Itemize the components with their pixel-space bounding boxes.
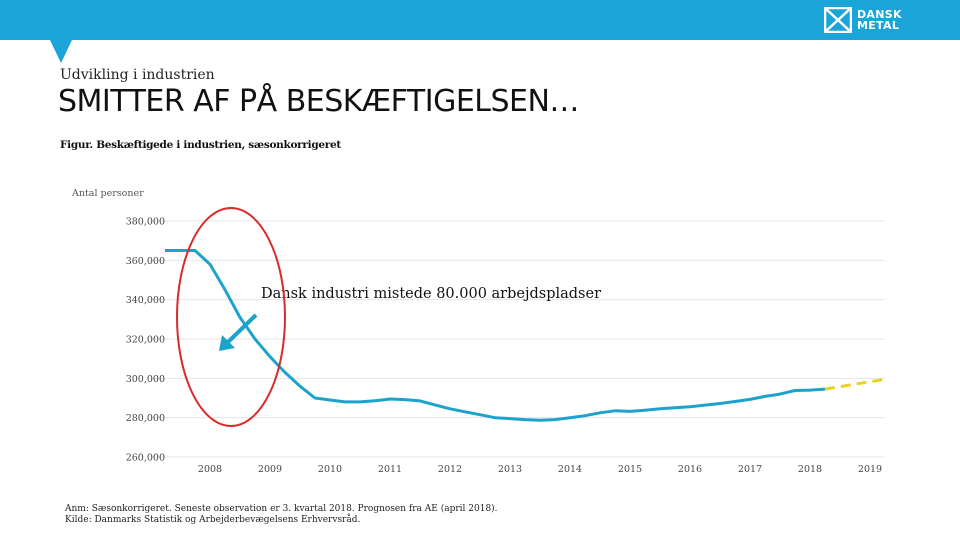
y-tick-label: 280,000 [126,413,165,424]
annotation-arrow-icon [225,313,258,345]
figure-caption: Figur. Beskæftigede i industrien, sæsonk… [60,139,341,151]
banner-pointer [50,40,72,63]
y-tick-label: 340,000 [126,295,165,306]
x-tick-label: 2014 [558,464,582,475]
logo-line-2: METAL [857,19,900,32]
y-axis-title: Antal personer [71,188,144,199]
annotation-arrowhead-icon [219,335,235,351]
y-tick-label: 360,000 [126,256,165,267]
x-tick-label: 2016 [678,464,702,475]
x-tick-label: 2019 [858,464,882,475]
footnote-remark: Anm: Sæsonkorrigeret. Seneste observatio… [65,504,498,514]
x-tick-label: 2008 [198,464,222,475]
highlight-circle [176,207,286,427]
x-tick-label: 2015 [618,464,642,475]
employment-series-line [165,249,826,422]
y-tick-label: 380,000 [126,217,165,228]
y-tick-label: 260,000 [126,453,165,464]
y-tick-label: 300,000 [126,374,165,385]
page-title: SMITTER AF PÅ BESKÆFTIGELSEN… [58,84,579,119]
logo-mark-icon [824,7,852,33]
section-kicker: Udvikling i industrien [60,67,215,83]
x-tick-label: 2010 [318,464,342,475]
forecast-series-line [824,377,886,391]
top-banner [0,0,960,40]
logo-line-1: DANSK [857,8,902,21]
dansk-metal-logo: DANSK METAL [824,7,902,33]
y-tick-label: 320,000 [126,335,165,346]
chart-footnote: Anm: Sæsonkorrigeret. Seneste observatio… [65,504,498,526]
x-tick-label: 2011 [378,464,402,475]
x-tick-label: 2009 [258,464,282,475]
footnote-source: Kilde: Danmarks Statistik og Arbejderbev… [65,515,361,525]
x-tick-label: 2017 [738,464,762,475]
x-tick-label: 2012 [438,464,462,475]
x-tick-label: 2018 [798,464,822,475]
x-tick-label: 2013 [498,464,522,475]
annotation-label: Dansk industri mistede 80.000 arbejdspla… [261,286,601,302]
